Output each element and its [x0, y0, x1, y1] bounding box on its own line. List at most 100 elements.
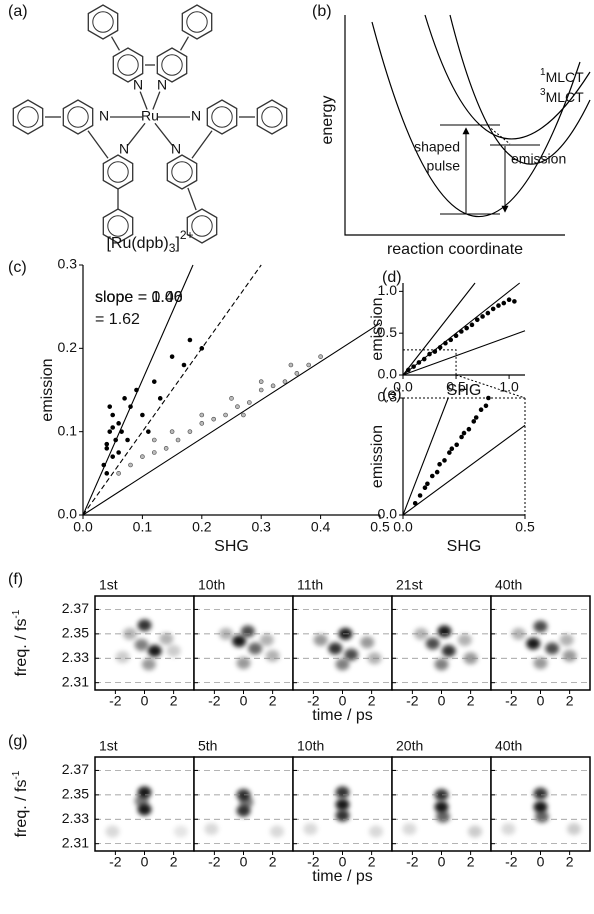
blob	[434, 801, 449, 814]
x-tick-label: 0.2	[192, 519, 212, 535]
formula-sub: 3	[169, 241, 176, 255]
slope-label: slope = 1.00	[95, 289, 183, 306]
x-tick-label: 2	[170, 854, 178, 870]
point	[104, 471, 110, 476]
x-axis-label: SHG	[447, 538, 482, 555]
point	[125, 437, 130, 443]
point	[466, 426, 472, 432]
y-tick-label: 0.1	[58, 422, 78, 438]
pump-label: pulse	[427, 158, 461, 174]
state-label: 1MLCT	[540, 67, 584, 85]
blob	[134, 794, 149, 807]
ring	[62, 99, 94, 135]
blob	[248, 642, 263, 655]
atom-label: N	[157, 77, 167, 93]
blob	[545, 642, 560, 655]
ring	[156, 47, 188, 83]
plot-bg	[392, 596, 491, 690]
x-tick-label: -2	[406, 693, 419, 709]
heatmap	[194, 596, 293, 690]
y-axis-label: emission	[369, 297, 386, 360]
bond	[110, 36, 121, 51]
point	[490, 306, 496, 312]
heatmap	[491, 757, 590, 851]
emission-label: emission	[511, 151, 566, 167]
heatmap	[491, 596, 590, 690]
x-tick-label: 0	[438, 693, 446, 709]
bond	[152, 91, 161, 110]
state-label: 3MLCT	[540, 87, 584, 105]
bond	[179, 36, 190, 51]
blob	[435, 810, 450, 823]
blob	[232, 635, 247, 648]
panel-label: (c)	[8, 259, 27, 276]
point	[485, 310, 491, 316]
y-axis-label-main: freq. / fs	[13, 619, 30, 677]
x-tick-label: 0.5	[446, 379, 466, 395]
panel-title: 21st	[396, 577, 423, 593]
point	[417, 493, 423, 498]
point	[442, 458, 447, 463]
blob	[533, 787, 548, 800]
zoom-box	[403, 349, 457, 375]
point	[306, 362, 312, 368]
point	[107, 404, 113, 409]
x-tick-label: 0	[537, 693, 545, 709]
point	[169, 429, 175, 434]
point	[247, 400, 252, 405]
point	[151, 437, 157, 443]
point	[128, 462, 133, 468]
blob	[335, 809, 350, 822]
x-tick-label: 2	[467, 693, 475, 709]
x-tick-label: 0	[240, 854, 248, 870]
y-tick-label: 0.3	[378, 389, 398, 405]
blob	[360, 636, 375, 649]
panel-title: 10th	[198, 577, 225, 593]
y-tick-label: 2.37	[62, 600, 89, 616]
ring-bond	[67, 106, 89, 128]
blob	[526, 637, 541, 650]
y-tick-label: 2.33	[62, 810, 89, 826]
slope-label: slope = 0.46	[95, 289, 183, 306]
state-sup: 3	[540, 87, 546, 98]
x-tick-label: -2	[109, 693, 122, 709]
point	[175, 437, 181, 443]
x-tick-label: -2	[505, 693, 518, 709]
blob	[533, 657, 548, 670]
point	[473, 415, 479, 420]
blob	[204, 823, 219, 836]
zoom-link	[455, 374, 526, 399]
ring-bond	[171, 161, 193, 183]
atom-label: N	[133, 77, 143, 93]
blob	[240, 625, 255, 638]
blob	[259, 633, 274, 646]
point	[412, 500, 418, 506]
blob	[236, 657, 251, 670]
point	[425, 481, 430, 487]
point	[469, 322, 475, 328]
point	[501, 300, 507, 306]
axes	[402, 398, 525, 516]
x-tick-label: 2	[368, 693, 376, 709]
blob	[414, 627, 429, 640]
y-tick-label: 2.37	[62, 761, 89, 777]
y-tick-label: 0.5	[378, 324, 398, 340]
ring	[112, 47, 144, 83]
y-tick-label: 2.31	[62, 673, 89, 689]
atom-label: Ru	[141, 108, 159, 124]
ring	[256, 99, 288, 135]
blob	[166, 644, 181, 657]
point	[294, 371, 300, 376]
point	[480, 314, 485, 319]
blob	[335, 786, 350, 799]
slope-line	[402, 397, 449, 516]
point	[270, 383, 276, 389]
blob	[467, 825, 482, 838]
heatmap	[95, 757, 194, 851]
x-tick-label: -2	[406, 854, 419, 870]
triplet-curve	[449, 14, 591, 165]
slope-line	[402, 282, 476, 376]
point	[187, 337, 193, 343]
y-tick-label: 2.33	[62, 649, 89, 665]
